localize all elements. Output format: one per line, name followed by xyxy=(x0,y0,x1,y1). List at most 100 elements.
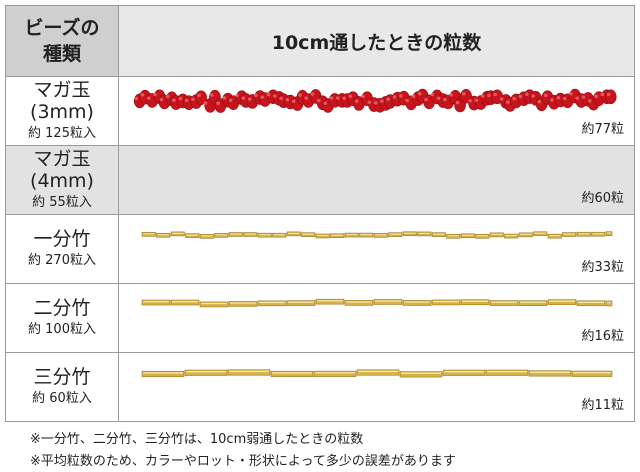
bead-highlight xyxy=(373,101,378,105)
note: ※平均粒数のため、カラーやロット・形状によって多少の誤差があります xyxy=(30,454,456,469)
bead-highlight xyxy=(392,95,397,99)
gold-tube xyxy=(518,300,548,307)
bead-highlight xyxy=(518,94,523,99)
bead-highlight xyxy=(254,93,258,97)
bead-count: 約 55粒入 xyxy=(32,195,92,210)
bead-highlight xyxy=(587,99,592,103)
bead-highlight xyxy=(436,96,441,100)
tube-shine xyxy=(201,235,213,237)
bead-highlight xyxy=(386,97,390,101)
gold-tube xyxy=(571,370,613,377)
bead-highlight xyxy=(424,97,428,102)
gold-tube xyxy=(460,299,490,306)
row-label-cell: 一分竹約 270粒入 xyxy=(5,214,119,284)
row-result-cell: 約60粒 xyxy=(118,145,635,215)
bead-count: 約 100粒入 xyxy=(28,322,96,337)
tube-shine xyxy=(230,302,256,304)
tube-shine xyxy=(607,301,611,304)
tube-shine xyxy=(592,233,604,235)
tube-shine xyxy=(229,370,269,373)
gold-tube xyxy=(257,300,287,307)
bead-highlight xyxy=(417,91,422,96)
gold-tube xyxy=(576,300,606,307)
gold-tube xyxy=(356,369,400,376)
bead-highlight xyxy=(134,96,139,101)
tube-shine xyxy=(346,234,358,236)
tube-shine xyxy=(143,372,183,374)
bead-highlight xyxy=(474,98,479,103)
gold-tube xyxy=(399,371,443,378)
gold-tube xyxy=(199,301,229,308)
tube-shine xyxy=(302,233,314,235)
tube-shine xyxy=(259,301,285,304)
bead-highlight xyxy=(323,101,327,105)
tube-shine xyxy=(462,234,474,236)
gold-tube xyxy=(485,369,529,376)
bead-highlight xyxy=(335,96,340,100)
tube-shine xyxy=(375,234,387,236)
tube-shine xyxy=(315,372,355,374)
tube-shine xyxy=(476,235,488,237)
bead-highlight xyxy=(480,94,485,98)
bead-highlight xyxy=(499,97,504,101)
header-type-line: ビーズの xyxy=(24,17,100,39)
bead-highlight xyxy=(537,99,542,104)
tube-shine xyxy=(272,372,312,374)
tube-shine xyxy=(244,233,256,235)
bead-highlight xyxy=(165,94,170,99)
tube-shine xyxy=(573,372,611,374)
bead-highlight xyxy=(184,98,189,103)
tube-shine xyxy=(578,301,604,304)
tube-shine xyxy=(331,234,343,236)
bead-name: マガ玉 xyxy=(33,148,91,170)
tube-shine xyxy=(491,301,517,303)
tube-shine xyxy=(358,370,398,373)
tube-shine xyxy=(230,233,242,235)
tube-shine xyxy=(520,301,546,303)
bead-highlight xyxy=(310,92,315,96)
header-result-cell: 10cm通したときの粒数 xyxy=(118,5,635,77)
gold-tube xyxy=(547,299,577,305)
gold-tube xyxy=(141,370,185,378)
tube-shine xyxy=(360,234,372,236)
bead-highlight xyxy=(524,92,529,97)
bead-highlight xyxy=(575,96,580,100)
tube-shine xyxy=(433,300,459,303)
bead-highlight xyxy=(203,101,208,105)
gold-tube xyxy=(402,300,432,306)
tube-shine xyxy=(462,300,488,302)
bead-highlight xyxy=(140,93,145,97)
tube-shine xyxy=(346,301,372,303)
tube-shine xyxy=(447,235,459,237)
bead-highlight xyxy=(606,92,611,97)
tube-shine xyxy=(172,301,198,303)
tube-shine xyxy=(201,302,227,305)
tube-shine xyxy=(578,233,590,235)
row-result-cell: 約33粒 xyxy=(118,214,635,284)
bead-highlight xyxy=(512,96,517,101)
tube-shine xyxy=(259,234,271,236)
bead-highlight xyxy=(367,100,372,105)
bead-highlight xyxy=(153,92,157,97)
bead-highlight xyxy=(380,99,384,103)
tube-shine xyxy=(143,233,155,235)
gold-tube xyxy=(344,300,374,306)
header-type-cell: ビーズの 種類 xyxy=(5,5,119,77)
tube-shine xyxy=(520,233,532,235)
tube-shine xyxy=(404,232,416,234)
bead-name: (4mm) xyxy=(30,170,94,192)
gold-tube xyxy=(442,369,486,376)
tube-shine xyxy=(433,233,445,235)
bead-highlight xyxy=(443,97,447,102)
bead-highlight xyxy=(398,94,403,98)
row-label-cell: マガ玉 (3mm) 約 125粒入 xyxy=(5,76,119,146)
bead-highlight xyxy=(506,100,510,104)
bead-highlight xyxy=(159,97,164,102)
bead-highlight xyxy=(209,93,214,97)
bead-highlight xyxy=(468,98,472,103)
bead-name: 二分竹 xyxy=(33,297,91,319)
bead-highlight xyxy=(191,97,195,102)
tube-shine xyxy=(549,300,575,302)
bead-highlight xyxy=(317,98,321,103)
tube-shine xyxy=(418,232,430,234)
